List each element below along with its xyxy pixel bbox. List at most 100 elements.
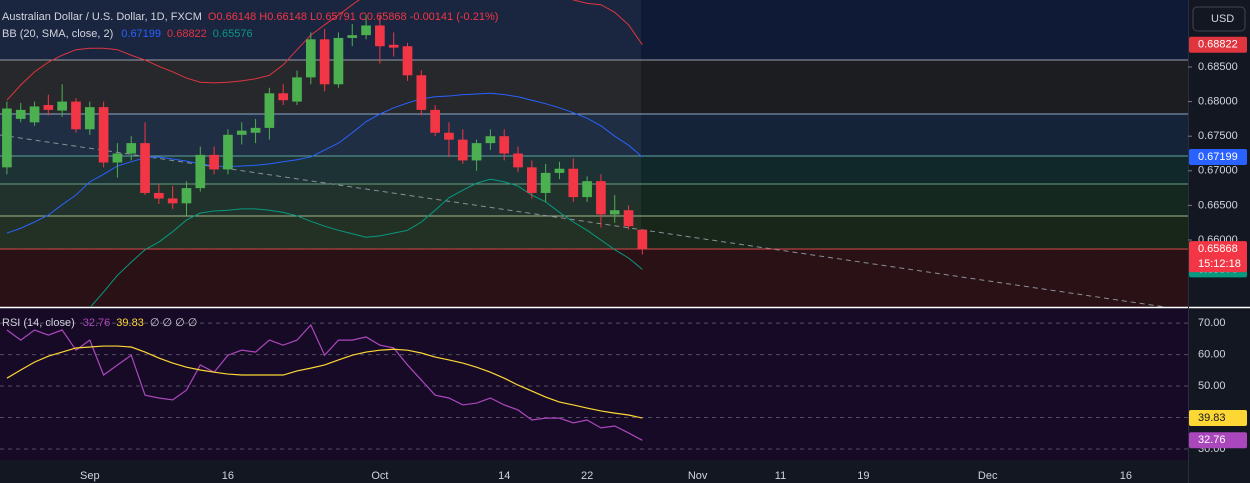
y-tick-label: 0.67000 <box>1198 165 1238 177</box>
candle-body <box>181 188 192 204</box>
price-tag <box>1189 410 1247 427</box>
candle-body <box>568 168 579 198</box>
price-tag <box>1189 149 1247 166</box>
candle-body <box>582 181 592 198</box>
x-tick-label: Nov <box>688 470 708 482</box>
candle-body <box>209 154 219 170</box>
line <box>6 92 643 234</box>
candle-body <box>167 198 178 204</box>
candle-body <box>527 167 537 193</box>
candle-body <box>347 35 358 38</box>
candle-body <box>140 143 150 193</box>
candle-body <box>43 105 54 110</box>
x-tick-label: 19 <box>857 470 869 482</box>
bb-label: BB (20, SMA, close, 2) <box>2 28 113 40</box>
line <box>6 345 643 419</box>
candle-body <box>223 134 233 170</box>
candle-body <box>375 25 385 47</box>
x-tick-label: 14 <box>498 470 510 482</box>
price-tag-label: 0.65868 <box>1198 243 1238 255</box>
candle-body <box>250 127 261 133</box>
price-tag-label: 32.76 <box>1198 434 1226 446</box>
candle-body <box>29 106 40 123</box>
candle-body <box>305 39 316 78</box>
rsi-value: 39.83 <box>116 317 144 329</box>
zone <box>0 184 1188 216</box>
candle-body <box>84 107 95 130</box>
y-tick-label: 0.68000 <box>1198 96 1238 108</box>
currency-label[interactable]: USD <box>1211 13 1234 25</box>
ohlc-values: O0.66148 H0.66148 L0.65791 C0.65868 -0.0… <box>208 11 499 23</box>
x-tick-label: 11 <box>775 470 786 482</box>
candle-body <box>499 136 510 154</box>
candle-body <box>361 25 371 36</box>
bb-value: 0.65576 <box>213 28 253 40</box>
candle-body <box>513 153 523 168</box>
rsi-label: RSI (14, close) <box>2 317 75 329</box>
candle-body <box>457 139 468 161</box>
candle-body <box>264 93 275 128</box>
candle-body <box>236 130 247 135</box>
overlay: Australian Dollar / U.S. Dollar, 1D, FXC… <box>2 6 1247 482</box>
candle-body <box>430 109 440 133</box>
x-tick-label: 16 <box>1120 470 1132 482</box>
price-tag-label: 0.68822 <box>1198 39 1238 51</box>
candle-body <box>126 143 137 154</box>
x-tick-label: 22 <box>581 470 593 482</box>
zone <box>0 0 1188 60</box>
price-tag-label: 0.67199 <box>1198 151 1238 163</box>
candle-body <box>195 154 206 189</box>
trend-line <box>0 134 1166 308</box>
y-tick-label: 60.00 <box>1198 348 1226 360</box>
zone <box>0 60 1188 114</box>
rsi-value: 32.76 <box>83 317 111 329</box>
x-tick-label: Sep <box>80 470 100 482</box>
y-tick-label: 50.00 <box>1198 380 1226 392</box>
bb-value: 0.67199 <box>121 28 161 40</box>
candle-body <box>554 168 565 173</box>
zone <box>0 249 1188 307</box>
line <box>6 0 643 101</box>
x-tick-label: 16 <box>222 470 234 482</box>
price-tag <box>1189 241 1247 273</box>
candle-body <box>609 210 620 215</box>
candle-body <box>98 107 109 163</box>
x-tick-label: Dec <box>978 470 998 482</box>
line <box>6 323 643 441</box>
candle-body <box>485 136 496 144</box>
candle-body <box>416 75 427 110</box>
bb-value: 0.68822 <box>167 28 207 40</box>
line <box>89 178 643 307</box>
candle-body <box>57 101 67 111</box>
level-zones <box>0 0 1188 308</box>
countdown: 15:12:18 <box>1198 258 1241 270</box>
candle-body <box>278 93 289 101</box>
price-tag <box>1189 36 1247 53</box>
y-tick-label: 70.00 <box>1198 317 1226 329</box>
candle-body <box>623 210 634 227</box>
candle-body <box>388 44 399 48</box>
zone <box>0 216 1188 249</box>
candle-body <box>471 143 482 161</box>
price-tag <box>1189 432 1247 449</box>
y-tick-label: 0.66500 <box>1198 199 1238 211</box>
candle-body <box>319 39 330 85</box>
candle-body <box>333 37 344 85</box>
currency-button[interactable] <box>1192 6 1246 32</box>
y-tick-label: 0.68500 <box>1198 61 1238 73</box>
candle-body <box>292 77 302 102</box>
price-tag-label: 39.83 <box>1198 412 1226 424</box>
rsi-pane <box>0 308 1188 460</box>
price-plot <box>0 0 1188 307</box>
candle-body <box>15 109 26 119</box>
rsi-plot <box>0 322 1188 450</box>
candle-body <box>444 132 454 140</box>
candle-body <box>112 153 123 163</box>
candle-body <box>402 46 413 76</box>
candle-body <box>540 172 551 193</box>
y-tick-label: 0.67500 <box>1198 130 1238 142</box>
candle-body <box>596 181 606 215</box>
candle-body <box>637 229 648 250</box>
